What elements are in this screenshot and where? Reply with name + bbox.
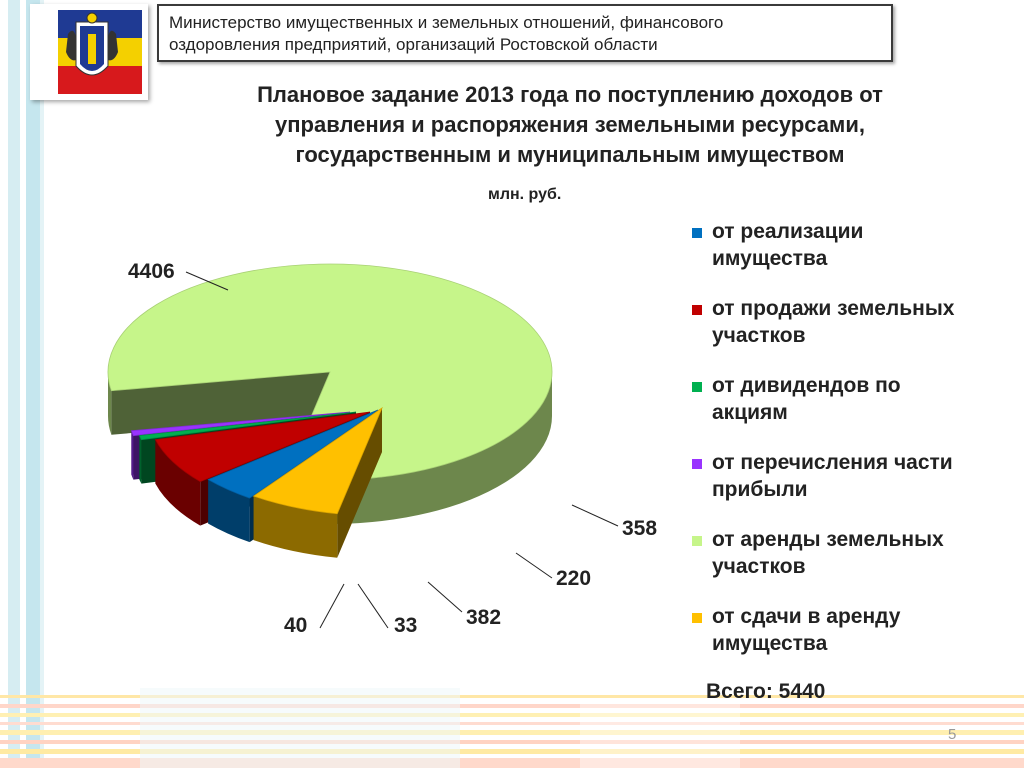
legend-swatch <box>692 613 702 623</box>
legend-label-line1: от реализации <box>712 220 864 243</box>
ministry-header: Министерство имущественных и земельных о… <box>157 4 893 62</box>
data-label: 33 <box>394 614 417 637</box>
legend-item-profit-transfer: от перечисления части прибыли <box>692 449 1012 526</box>
data-label: 4406 <box>128 260 175 283</box>
slice-side-wall <box>108 372 112 435</box>
legend-label: от реализации имущества <box>712 218 1012 272</box>
leader-line <box>357 583 389 629</box>
legend-item-sale-land: от продажи земельных участков <box>692 295 1012 372</box>
flag-white-band <box>36 10 58 94</box>
total-label: Всего: 5440 <box>706 680 826 703</box>
legend-label-line1: от продажи земельных <box>712 297 955 320</box>
leader-line <box>319 583 345 629</box>
legend-label-line2: имущества <box>712 632 828 655</box>
leader-line <box>185 271 229 291</box>
legend-label-line1: от дивидендов по <box>712 374 901 397</box>
slice-side-wall <box>208 479 250 543</box>
region-flag-logo <box>30 4 148 100</box>
legend-label: от перечисления части прибыли <box>712 449 1012 503</box>
slice-side-wall <box>131 430 134 480</box>
legend-label-line2: акциям <box>712 401 788 424</box>
coat-of-arms-icon <box>36 10 142 94</box>
slice-top-face <box>207 409 379 499</box>
ministry-name: Министерство имущественных и земельных о… <box>169 12 723 56</box>
slice-top-face <box>138 411 357 441</box>
legend-label: от продажи земельных участков <box>712 295 1012 349</box>
slice-top-face <box>252 406 383 515</box>
legend-label: от дивидендов по акциям <box>712 372 1012 426</box>
data-label: 382 <box>466 606 501 629</box>
pie-slice <box>252 406 383 558</box>
legend-label: от аренды земельных участков <box>712 526 1012 580</box>
chart-legend: от реализации имущества от продажи земел… <box>692 218 1012 680</box>
chart-title: Плановое задание 2013 года по поступлени… <box>160 80 980 170</box>
data-label: 40 <box>284 614 307 637</box>
page-number: 5 <box>948 726 957 743</box>
slice-side-wall <box>139 435 142 484</box>
chart-title-line3: государственным и муниципальным имуществ… <box>295 142 845 167</box>
legend-label: от сдачи в аренду имущества <box>712 603 1012 657</box>
chart-title-line2: управления и распоряжения земельными рес… <box>275 112 865 137</box>
slice-top-face <box>154 411 371 483</box>
legend-swatch <box>692 536 702 546</box>
legend-label-line1: от сдачи в аренду <box>712 605 901 628</box>
legend-label-line1: от перечисления части <box>712 451 953 474</box>
legend-swatch <box>692 305 702 315</box>
data-label: 220 <box>556 567 591 590</box>
legend-label-line2: имущества <box>712 247 828 270</box>
slice-side-wall <box>155 439 201 526</box>
legend-item-sale-property: от реализации имущества <box>692 218 1012 295</box>
leader-line <box>427 581 463 613</box>
legend-swatch <box>692 228 702 238</box>
legend-label-line2: прибыли <box>712 478 808 501</box>
legend-label-line2: участков <box>712 324 806 347</box>
legend-item-land-rent: от аренды земельных участков <box>692 526 1012 603</box>
leader-line <box>571 504 619 527</box>
legend-item-property-rent: от сдачи в аренду имущества <box>692 603 1012 680</box>
leader-line <box>515 552 553 579</box>
chart-title-line1: Плановое задание 2013 года по поступлени… <box>257 82 883 107</box>
ministry-name-line2: оздоровления предприятий, организаций Ро… <box>169 35 658 54</box>
legend-label-line2: участков <box>712 555 806 578</box>
legend-item-dividends: от дивидендов по акциям <box>692 372 1012 449</box>
legend-swatch <box>692 382 702 392</box>
legend-swatch <box>692 459 702 469</box>
data-label: 358 <box>622 517 657 540</box>
slice-top-face <box>107 263 553 481</box>
slice-top-face <box>130 411 351 437</box>
legend-label-line1: от аренды земельных <box>712 528 944 551</box>
unit-label: млн. руб. <box>488 186 562 203</box>
ministry-name-line1: Министерство имущественных и земельных о… <box>169 13 724 32</box>
